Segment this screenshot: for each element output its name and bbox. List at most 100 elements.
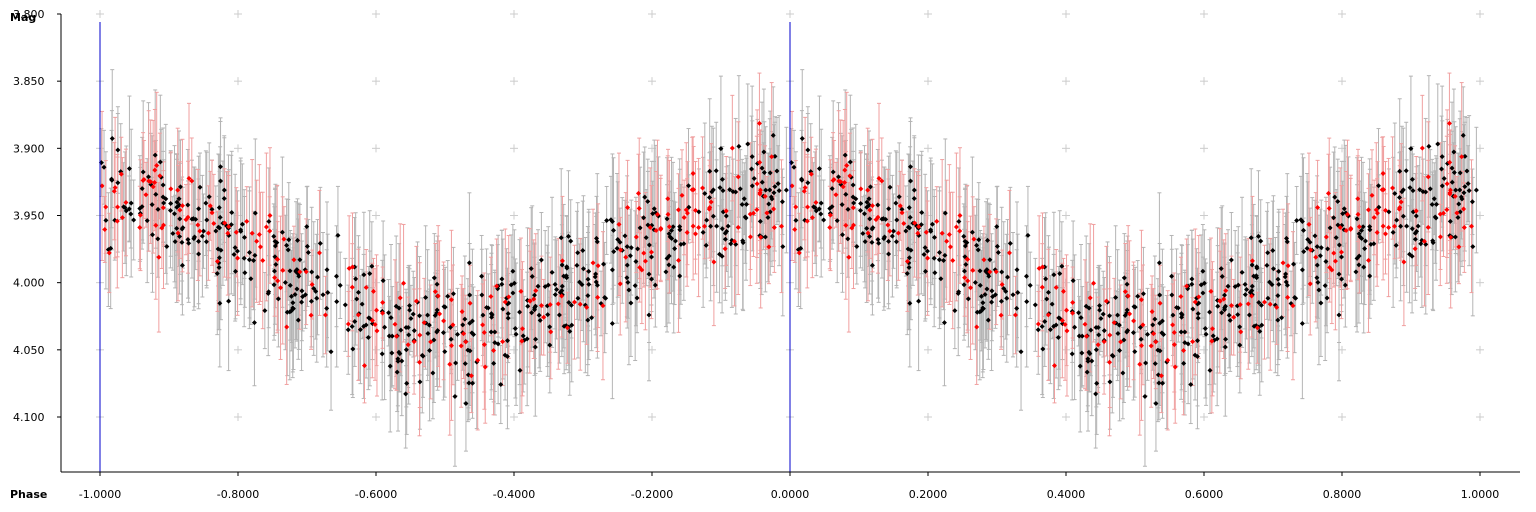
data-point — [1249, 283, 1255, 289]
data-point — [242, 270, 248, 276]
data-point — [295, 237, 301, 243]
data-point — [287, 282, 293, 288]
data-point — [404, 380, 410, 386]
data-point — [252, 252, 258, 258]
data-point — [146, 174, 152, 180]
data-point — [702, 191, 708, 197]
data-point — [1367, 273, 1373, 279]
data-point — [646, 271, 652, 277]
data-point — [774, 168, 780, 174]
data-point — [982, 292, 988, 298]
data-point — [1276, 281, 1282, 287]
data-point — [239, 221, 245, 227]
data-point — [324, 267, 330, 273]
data-point — [1258, 238, 1264, 244]
data-point — [929, 221, 935, 227]
data-point — [1275, 276, 1281, 282]
data-point — [500, 306, 506, 312]
data-point — [938, 276, 944, 282]
data-point — [625, 279, 631, 285]
data-point — [1392, 191, 1398, 197]
data-point — [547, 324, 553, 330]
data-point — [942, 210, 948, 216]
data-point — [677, 227, 683, 233]
data-point — [462, 316, 468, 322]
data-point — [642, 194, 648, 200]
data-point — [860, 230, 866, 236]
data-point — [170, 230, 176, 236]
data-point — [725, 223, 731, 229]
data-point — [779, 199, 785, 205]
data-point — [199, 233, 205, 239]
data-point — [869, 262, 875, 268]
data-point — [836, 174, 842, 180]
data-point — [1132, 304, 1138, 310]
data-point — [906, 205, 912, 211]
data-point — [628, 245, 634, 251]
data-point — [775, 181, 781, 187]
data-point — [1145, 331, 1151, 337]
data-point — [1465, 181, 1471, 187]
data-point — [686, 204, 692, 210]
data-point — [952, 308, 958, 314]
data-point — [567, 328, 573, 334]
data-point — [975, 247, 981, 253]
data-point — [1283, 271, 1289, 277]
data-point — [1415, 223, 1421, 229]
data-point — [295, 317, 301, 323]
data-point — [1076, 310, 1082, 316]
data-point — [643, 235, 649, 241]
data-point — [586, 268, 592, 274]
data-point — [545, 312, 551, 318]
data-point — [722, 236, 728, 242]
data-point — [1023, 273, 1029, 279]
data-point — [1235, 312, 1241, 318]
data-point — [1276, 268, 1282, 274]
data-point — [956, 218, 962, 224]
data-point — [609, 320, 615, 326]
data-point — [251, 320, 257, 326]
data-point — [985, 237, 991, 243]
data-point — [1332, 194, 1338, 200]
data-point — [568, 238, 574, 244]
data-point — [1301, 249, 1307, 255]
data-point — [869, 239, 875, 245]
data-point — [611, 249, 617, 255]
data-point — [1014, 267, 1020, 273]
data-point — [652, 282, 658, 288]
data-point — [941, 320, 947, 326]
data-point — [1397, 168, 1403, 174]
data-point — [115, 180, 121, 186]
data-points — [98, 120, 1479, 406]
data-point — [889, 233, 895, 239]
data-point — [1336, 242, 1342, 248]
data-point — [1043, 276, 1049, 282]
data-point — [924, 248, 930, 254]
data-point — [1156, 260, 1162, 266]
data-point — [1198, 282, 1204, 288]
data-point — [763, 187, 769, 193]
data-point — [1255, 233, 1261, 239]
data-point — [389, 350, 395, 356]
data-point — [386, 310, 392, 316]
data-point — [333, 273, 339, 279]
data-point — [566, 299, 572, 305]
data-point — [1257, 328, 1263, 334]
data-point — [1032, 302, 1038, 308]
data-point — [520, 333, 526, 339]
data-point — [386, 333, 392, 339]
data-point — [974, 309, 980, 315]
data-point — [179, 239, 185, 245]
data-point — [707, 168, 713, 174]
data-point — [407, 307, 413, 313]
data-point — [1449, 165, 1455, 171]
data-point — [961, 233, 967, 239]
data-point — [772, 184, 778, 190]
data-point — [565, 233, 571, 239]
data-point — [216, 205, 222, 211]
data-point — [510, 268, 516, 274]
data-point — [568, 302, 574, 308]
data-point — [1407, 185, 1413, 191]
data-point — [575, 295, 581, 301]
data-point — [246, 249, 252, 255]
